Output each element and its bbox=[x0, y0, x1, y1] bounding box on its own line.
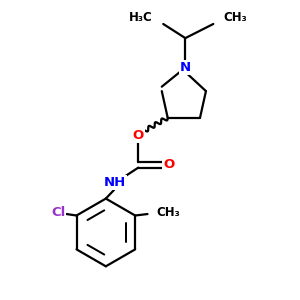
Text: CH₃: CH₃ bbox=[156, 206, 180, 219]
Text: H₃C: H₃C bbox=[129, 11, 153, 24]
Text: N: N bbox=[180, 61, 191, 74]
Text: CH₃: CH₃ bbox=[224, 11, 248, 24]
Text: Cl: Cl bbox=[51, 206, 65, 219]
Text: NH: NH bbox=[103, 176, 126, 189]
Text: O: O bbox=[133, 129, 144, 142]
Text: O: O bbox=[164, 158, 175, 171]
